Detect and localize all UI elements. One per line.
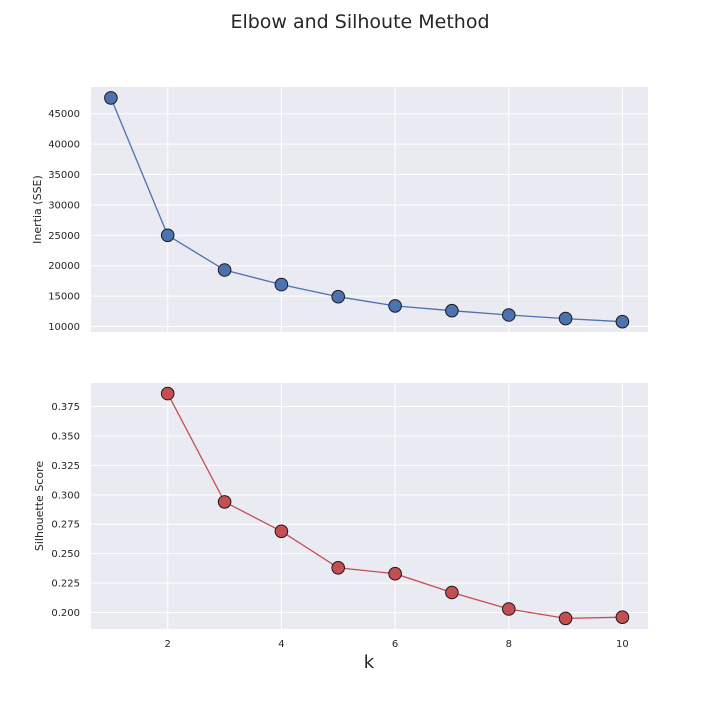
inertia-data-point — [615, 314, 630, 329]
inertia-plot-background — [91, 87, 648, 332]
silhouette-plot-background — [91, 383, 648, 629]
silhouette-y-tick-label: 0.350 — [51, 431, 80, 442]
inertia-series-line — [110, 97, 623, 323]
inertia-y-tick-label: 30000 — [48, 200, 80, 211]
inertia-data-point — [104, 91, 118, 105]
inertia-y-tick-label: 45000 — [48, 109, 80, 120]
x-tick-label: 2 — [165, 639, 171, 650]
silhouette-y-tick-label: 0.325 — [51, 461, 80, 472]
inertia-y-tick-label: 40000 — [48, 140, 80, 151]
inertia-y-tick-label: 15000 — [48, 292, 80, 303]
silhouette-data-point — [274, 524, 289, 539]
x-axis-label: k — [364, 652, 375, 673]
inertia-y-tick-label: 35000 — [48, 170, 80, 181]
silhouette-y-tick-label: 0.275 — [51, 520, 80, 531]
silhouette-y-axis-label: Silhouette Score — [33, 461, 46, 551]
inertia-data-point — [274, 277, 289, 292]
x-tick-label: 10 — [616, 639, 629, 650]
inertia-y-axis-label: Inertia (SSE) — [31, 175, 44, 244]
silhouette-y-tick-label: 0.225 — [51, 579, 80, 590]
silhouette-y-tick-label: 0.300 — [51, 490, 80, 501]
inertia-data-point — [502, 308, 516, 322]
silhouette-panel: 2 4 6 8 10 0.200 0.225 0.250 0.275 0.300 0.325 0.35… — [33, 383, 648, 650]
x-tick-label: 6 — [392, 639, 398, 650]
inertia-y-tick-label: 10000 — [48, 322, 80, 333]
silhouette-data-point — [388, 566, 402, 581]
silhouette-data-point — [615, 610, 630, 625]
silhouette-data-point — [160, 386, 175, 401]
figure-title: Elbow and Silhoute Method — [230, 11, 489, 33]
silhouette-data-point — [558, 611, 573, 626]
silhouette-data-point — [445, 585, 459, 600]
silhouette-data-point — [502, 602, 516, 616]
inertia-data-point — [558, 311, 573, 326]
x-tick-label: 8 — [506, 639, 512, 650]
silhouette-data-point — [331, 561, 346, 575]
inertia-data-point — [445, 303, 459, 318]
silhouette-data-point — [217, 495, 232, 509]
x-tick-label: 4 — [278, 639, 284, 650]
silhouette-y-tick-label: 0.200 — [51, 608, 80, 619]
inertia-y-tick-label: 25000 — [48, 231, 80, 242]
inertia-data-point — [331, 289, 346, 304]
inertia-data-point — [388, 299, 402, 313]
inertia-data-point — [217, 263, 232, 277]
inertia-data-point — [160, 228, 175, 243]
inertia-panel: 10000 15000 20000 25000 30000 35000 40000 45000… — [31, 87, 648, 333]
silhouette-y-tick-label: 0.375 — [51, 402, 80, 413]
inertia-y-tick-label: 20000 — [48, 261, 80, 272]
silhouette-y-tick-label: 0.250 — [51, 549, 80, 560]
